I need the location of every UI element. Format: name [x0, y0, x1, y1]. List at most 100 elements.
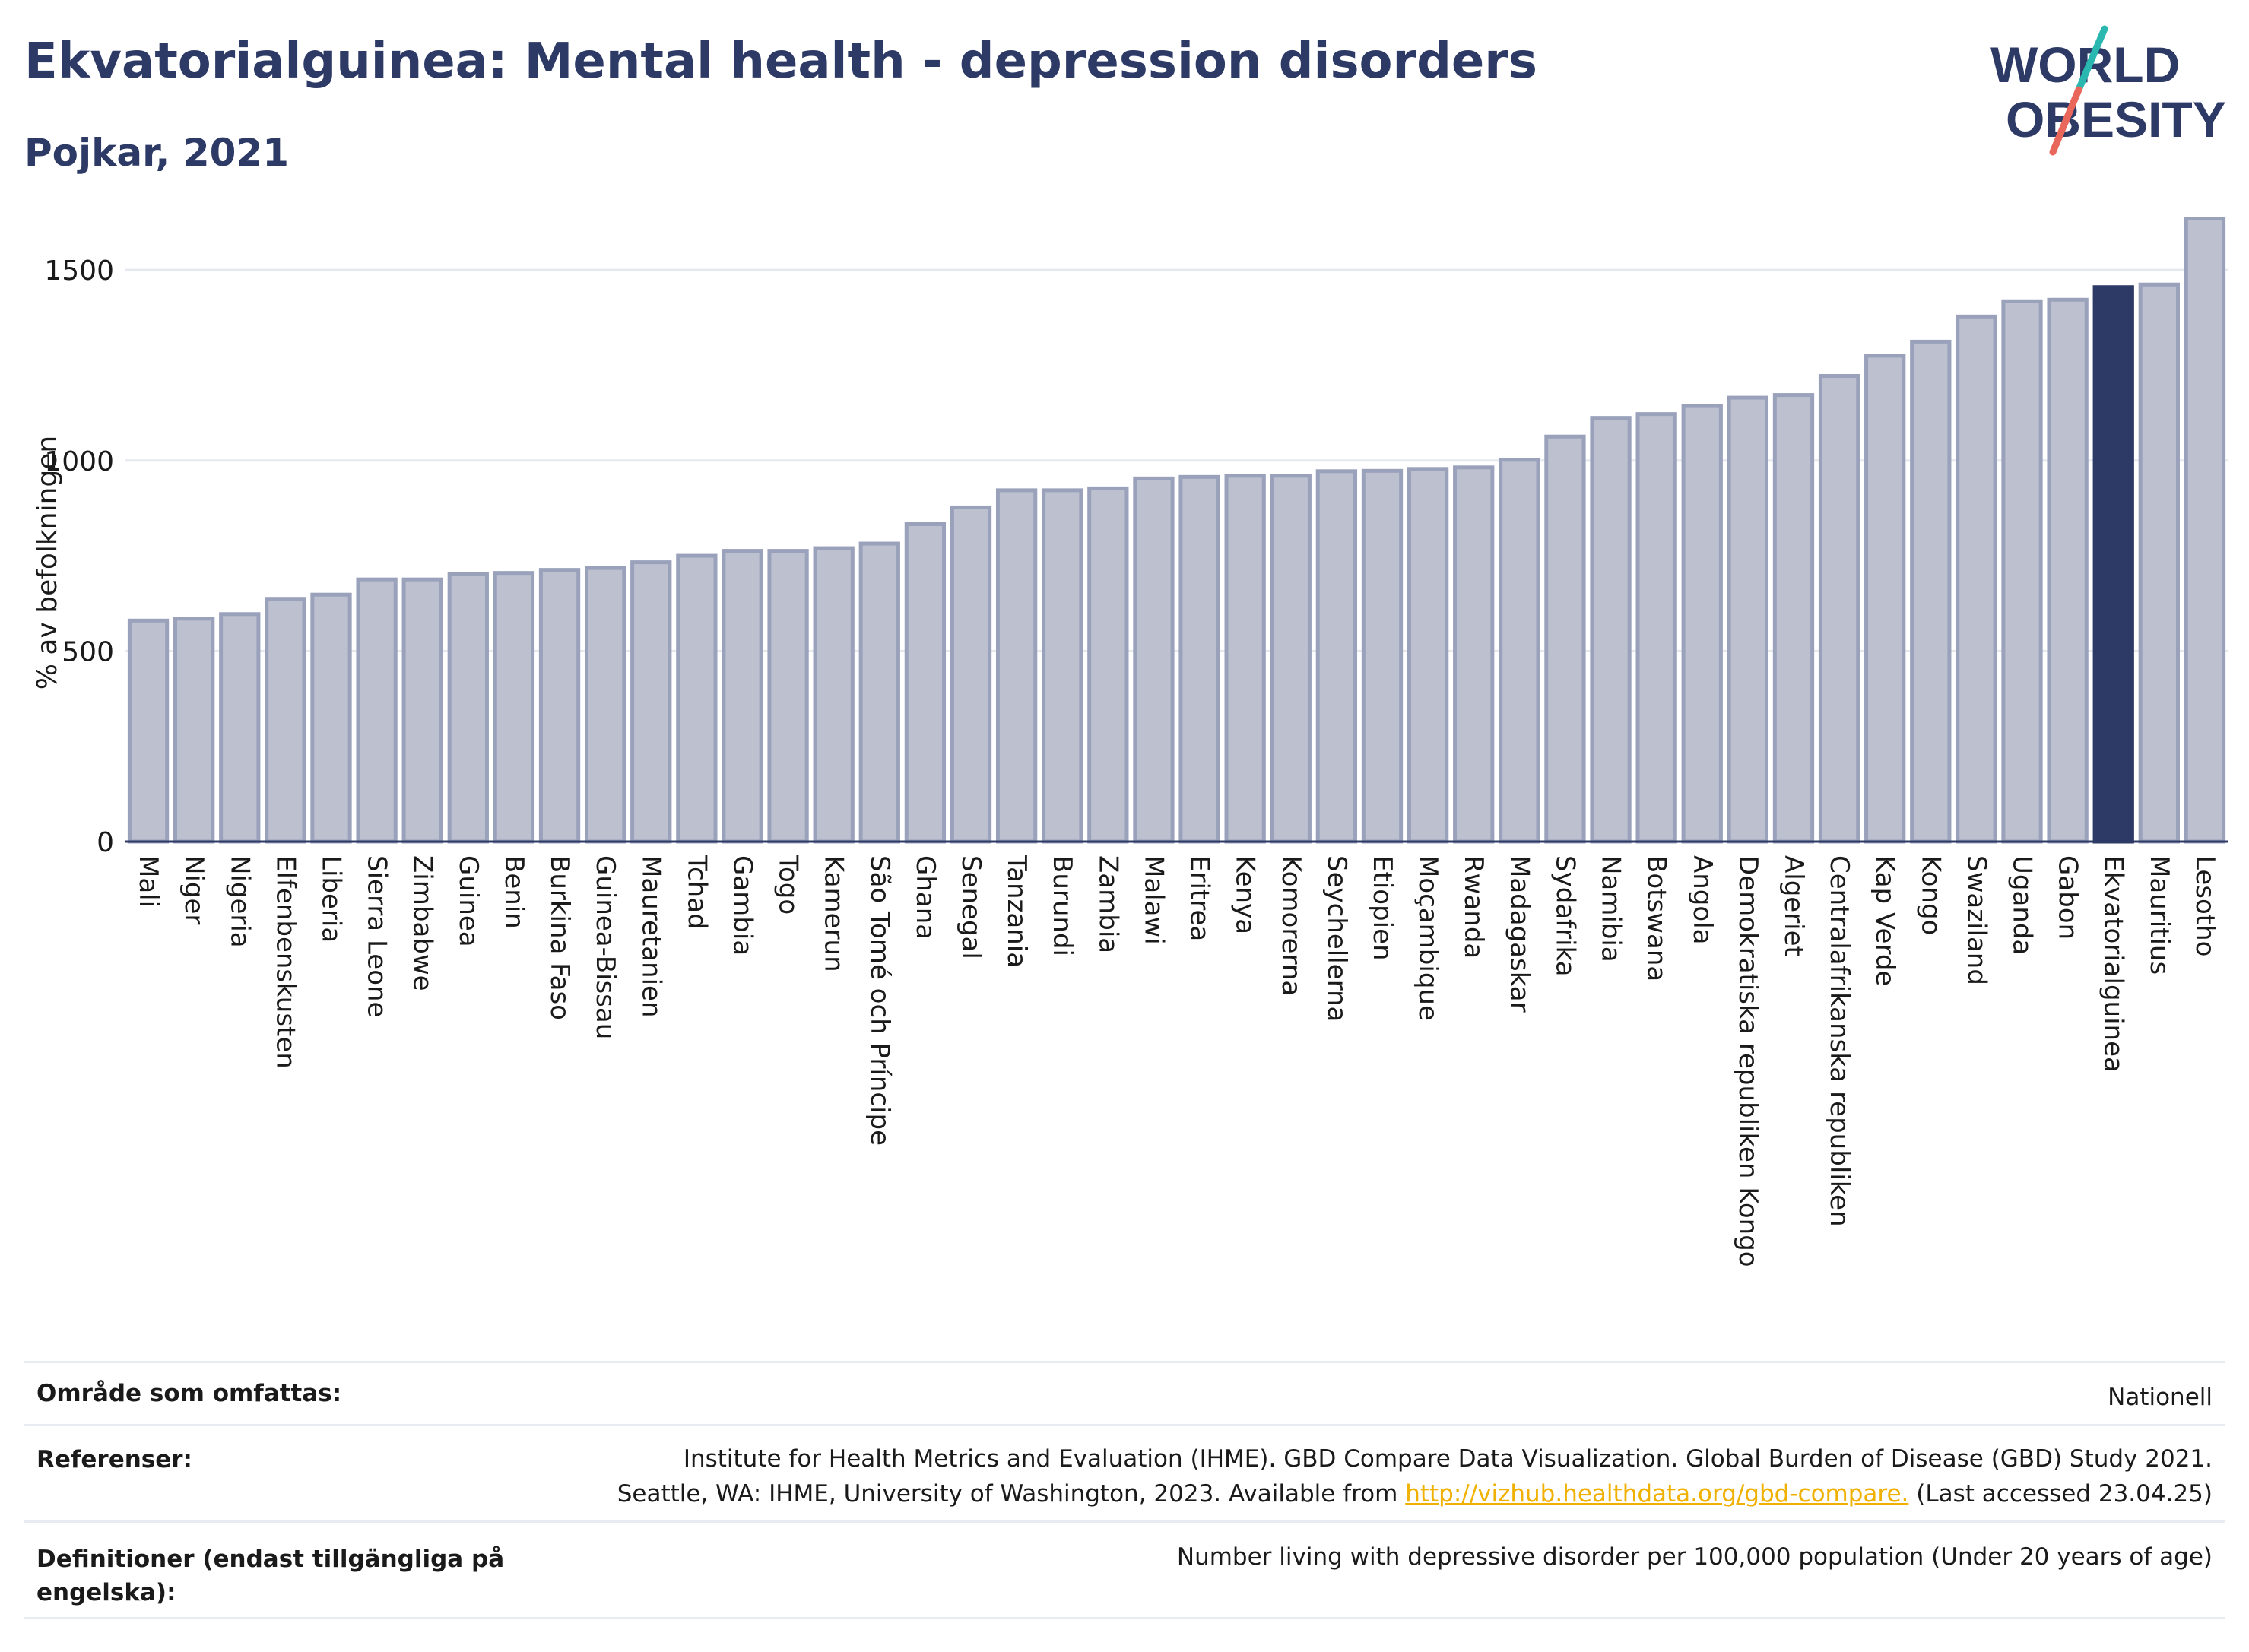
definitions-value: Number living with depressive disorder p… — [1176, 1543, 2213, 1571]
x-tick-label: Burundi — [1047, 855, 1077, 956]
bar-niger — [173, 617, 215, 844]
chart-title: Ekvatorialguinea: Mental health - depres… — [24, 33, 1537, 90]
x-tick-label: Eritrea — [1185, 855, 1215, 941]
x-tick-labels: Mali Niger Nigeria Elfenbenskusten Liberia Si… — [133, 855, 2220, 1267]
bar-ekvatorialguinea — [2092, 285, 2134, 844]
y-tick-label: 1500 — [44, 255, 114, 287]
x-tick-label: Komorerna — [1276, 855, 1306, 996]
y-axis-label: % av befolkningen — [32, 436, 63, 690]
bar-lesotho — [2184, 217, 2226, 844]
references-label: Referenser: — [36, 1446, 192, 1473]
x-tick-label: Algeriet — [1778, 855, 1809, 956]
x-tick-label: Demokratiska republiken Kongo — [1733, 855, 1763, 1267]
logo-slash-teal — [2075, 25, 2108, 94]
bar-kenya — [1224, 474, 1266, 844]
chart-footer: Område som omfattas: Nationell Referense… — [24, 1361, 2225, 1619]
x-tick-label: Malawi — [1138, 855, 1169, 945]
x-tick-label: Rwanda — [1458, 855, 1489, 959]
y-tick-labels: 0 500 1000 1500 — [44, 255, 114, 858]
bar-gambia — [722, 549, 763, 844]
bar-liberia — [310, 592, 352, 844]
x-tick-label: Namibia — [1596, 855, 1626, 962]
footer-row-coverage: Område som omfattas: Nationell — [24, 1361, 2225, 1424]
bar-kamerun — [813, 546, 855, 844]
bar-madagaskar — [1499, 458, 1540, 844]
x-tick-label: Seychellerna — [1321, 855, 1352, 1022]
x-tick-label: Togo — [773, 855, 804, 915]
bar-tanzania — [995, 488, 1038, 844]
x-tick-label: Sydafrika — [1550, 855, 1580, 976]
bar-kap-verde — [1864, 354, 1906, 844]
bar-angola — [1681, 404, 1723, 844]
coverage-label: Område som omfattas: — [36, 1380, 342, 1407]
bar-tchad — [676, 553, 718, 844]
bar-eritrea — [1178, 474, 1220, 844]
y-tick-label: 500 — [62, 636, 114, 667]
world-obesity-logo: WORLD OBESITY — [1990, 25, 2226, 156]
x-tick-label: Guinea — [453, 855, 484, 947]
references-line2-pre: Seattle, WA: IHME, University of Washing… — [617, 1480, 1406, 1508]
references-value: Institute for Health Metrics and Evaluat… — [617, 1441, 2213, 1511]
x-tick-label: Kenya — [1230, 855, 1261, 934]
bar-s-o-tom-och-pr-ncipe — [858, 541, 900, 844]
bar-senegal — [950, 505, 992, 844]
references-link[interactable]: http://vizhub.healthdata.org/gbd-compare… — [1405, 1480, 1909, 1508]
bar-uganda — [2001, 299, 2043, 844]
x-tick-label: Madagaskar — [1504, 855, 1534, 1013]
x-tick-label: Centralafrikanska republiken — [1824, 855, 1854, 1227]
bar-ghana — [904, 522, 947, 844]
logo-slash-coral — [2049, 86, 2082, 156]
references-line2-post: (Last accessed 23.04.25) — [1908, 1480, 2213, 1508]
x-tick-label: Ghana — [910, 855, 941, 940]
bar-sierra-leone — [356, 577, 398, 844]
definitions-label: Definitioner (endast tillgängliga på eng… — [36, 1546, 505, 1606]
bar-zambia — [1087, 486, 1129, 844]
bar-komorerna — [1270, 474, 1312, 844]
x-tick-label: Kap Verde — [1870, 855, 1900, 986]
bar-mali — [127, 618, 170, 844]
x-tick-label: Zimbabwe — [408, 855, 438, 991]
x-tick-label: Kongo — [1915, 855, 1946, 935]
x-tick-label: São Tomé och Príncipe — [864, 855, 895, 1146]
x-tick-label: Elfenbenskusten — [270, 855, 300, 1069]
chart-subtitle: Pojkar, 2021 — [24, 131, 289, 175]
bar-namibia — [1590, 416, 1632, 844]
bar-chart: 0 500 1000 1500 Mali Niger Nigeria Elfenbensku… — [32, 217, 2228, 1267]
bar-elfenbenskusten — [265, 597, 306, 844]
bar-guinea — [447, 572, 489, 844]
x-tick-label: Gabon — [2053, 855, 2083, 940]
x-tick-label: Benin — [499, 855, 529, 929]
references-line1: Institute for Health Metrics and Evaluat… — [683, 1445, 2213, 1473]
x-tick-label: Sierra Leone — [362, 855, 392, 1017]
bar-mauretanien — [630, 560, 672, 844]
bar-seychellerna — [1315, 469, 1358, 844]
x-tick-label: Zambia — [1093, 855, 1123, 953]
x-tick-label: Tanzania — [1001, 855, 1032, 968]
x-tick-label: Uganda — [2007, 855, 2038, 955]
logo-line1: WORLD — [1990, 36, 2180, 93]
x-tick-label: Mali — [133, 855, 163, 908]
x-tick-label: Tchad — [681, 855, 712, 930]
logo-line2: OBESITY — [2006, 91, 2226, 147]
bar-zimbabwe — [401, 577, 443, 844]
bar-nigeria — [219, 612, 261, 844]
bar-kongo — [1910, 339, 1952, 844]
bars — [127, 217, 2226, 844]
bar-rwanda — [1453, 465, 1495, 844]
x-tick-label: Ekvatorialguinea — [2098, 855, 2129, 1073]
x-tick-label: Angola — [1687, 855, 1718, 944]
x-tick-label: Mauritius — [2144, 855, 2174, 975]
bar-demokratiska-republiken-kongo — [1727, 395, 1769, 844]
x-tick-label: Botswana — [1642, 855, 1672, 981]
bar-burkina-faso — [538, 568, 581, 844]
footer-row-definitions: Definitioner (endast tillgängliga på eng… — [24, 1520, 2225, 1619]
x-tick-label: Moçambique — [1413, 855, 1443, 1021]
bar-burundi — [1042, 488, 1083, 844]
bar-mauritius — [2138, 282, 2180, 844]
x-tick-label: Nigeria — [224, 855, 255, 948]
bar-swaziland — [1956, 314, 1997, 844]
bar-benin — [493, 571, 535, 844]
x-tick-label: Niger — [179, 855, 209, 924]
bar-botswana — [1635, 412, 1677, 844]
bar-algeriet — [1772, 393, 1815, 844]
